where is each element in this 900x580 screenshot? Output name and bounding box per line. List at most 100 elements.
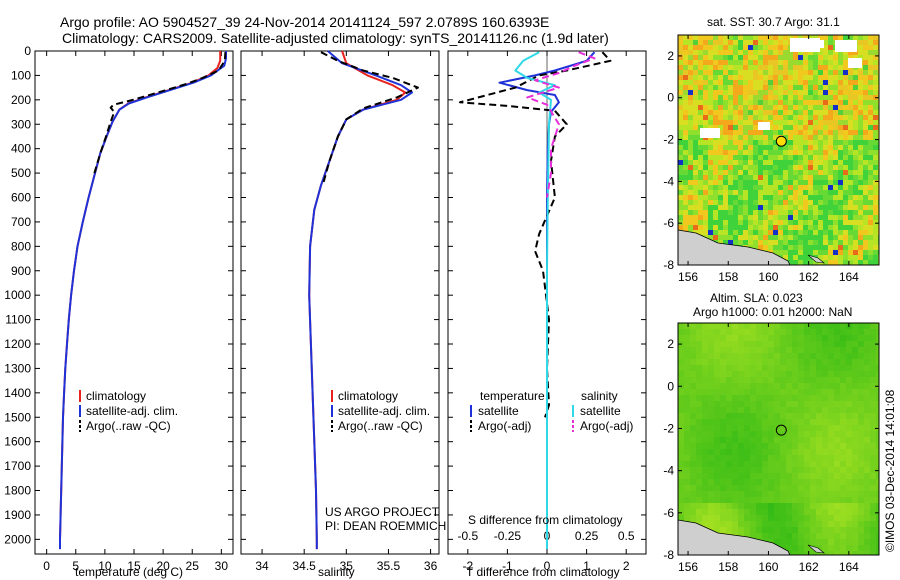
map-cell (803, 105, 809, 111)
map-cell (763, 205, 769, 211)
map-cell (876, 515, 879, 522)
map-cell (798, 240, 804, 246)
map-cell (868, 60, 874, 66)
map-cell (763, 90, 769, 96)
map-cell (773, 45, 779, 51)
map-cell (783, 255, 789, 261)
map-cell (762, 389, 769, 396)
map-cell (723, 240, 729, 246)
map-cell (813, 170, 819, 176)
map-cell (858, 407, 865, 414)
map-cell (720, 437, 727, 444)
map-cell (848, 185, 854, 191)
map-cell (793, 60, 799, 66)
map-cell (863, 80, 869, 86)
map-cell (698, 60, 704, 66)
map-cell (863, 185, 869, 191)
map-cell (678, 359, 685, 366)
map-cell (714, 479, 721, 486)
legend-label: Argo(..raw -QC) (86, 419, 171, 433)
map-cell (788, 135, 794, 141)
map-cell (713, 110, 719, 116)
map-cell (798, 395, 805, 402)
map-cell (810, 503, 817, 510)
map-cell (728, 225, 734, 231)
map-cell (803, 245, 809, 251)
map-cell (798, 190, 804, 196)
map-cell (838, 150, 844, 156)
map-cell (753, 205, 759, 211)
map-cell (876, 431, 879, 438)
map-cell (833, 35, 839, 41)
map-cell (743, 45, 749, 51)
map-cell (876, 461, 879, 468)
map-cell (848, 225, 854, 231)
map-cell (708, 521, 715, 528)
map-cell (870, 443, 877, 450)
map-cell (876, 521, 879, 528)
map-cell (718, 205, 724, 211)
map-cell (804, 323, 811, 330)
map-cell (683, 65, 689, 71)
map-cell (733, 80, 739, 86)
map-cell (834, 323, 841, 330)
map-cell (703, 215, 709, 221)
map-cell (793, 70, 799, 76)
map-cell (823, 230, 829, 236)
map-cell (852, 335, 859, 342)
map-cell (843, 60, 849, 66)
map-cell (758, 200, 764, 206)
map-cell (678, 413, 685, 420)
map-cell (744, 455, 751, 462)
map-cell (690, 425, 697, 432)
map-cell (863, 95, 869, 101)
map-cell (852, 383, 859, 390)
map-cell (843, 115, 849, 121)
map-cell (750, 521, 757, 528)
map-cell (834, 503, 841, 510)
map-cell (793, 140, 799, 146)
map-cell (816, 395, 823, 402)
map-cell (723, 190, 729, 196)
map-cell (750, 515, 757, 522)
map-cell (846, 533, 853, 540)
map-cell (763, 100, 769, 106)
map-cell (846, 461, 853, 468)
map-cell (803, 255, 809, 261)
map-cell (843, 240, 849, 246)
map-cell (818, 210, 824, 216)
map-cell (743, 220, 749, 226)
map-cell (708, 115, 714, 121)
map-cell (748, 35, 754, 41)
map-cell (876, 527, 879, 534)
map-cell (726, 347, 733, 354)
map-cell (876, 479, 879, 486)
map-cell (768, 491, 775, 498)
map-cell (788, 90, 794, 96)
map-cell (738, 130, 744, 136)
map-cell (786, 401, 793, 408)
map-cell (723, 120, 729, 126)
map-cell (726, 383, 733, 390)
map-cell (678, 455, 685, 462)
map-cell (778, 245, 784, 251)
map-cell (818, 240, 824, 246)
map-cell (818, 245, 824, 251)
map-cell (683, 180, 689, 186)
map-cell (773, 190, 779, 196)
map-cell (683, 215, 689, 221)
map-cell (714, 341, 721, 348)
map-cell (778, 175, 784, 181)
map-cell (818, 190, 824, 196)
map-cell (773, 130, 779, 136)
map-cell (753, 230, 759, 236)
map-cell (738, 377, 745, 384)
map-cell (870, 407, 877, 414)
map-cell (708, 95, 714, 101)
map-cell (803, 170, 809, 176)
map-cell (803, 160, 809, 166)
y-tick-label: 100 (11, 68, 31, 82)
map-cell (873, 155, 879, 161)
map-cell (768, 195, 774, 201)
map-cell (813, 180, 819, 186)
